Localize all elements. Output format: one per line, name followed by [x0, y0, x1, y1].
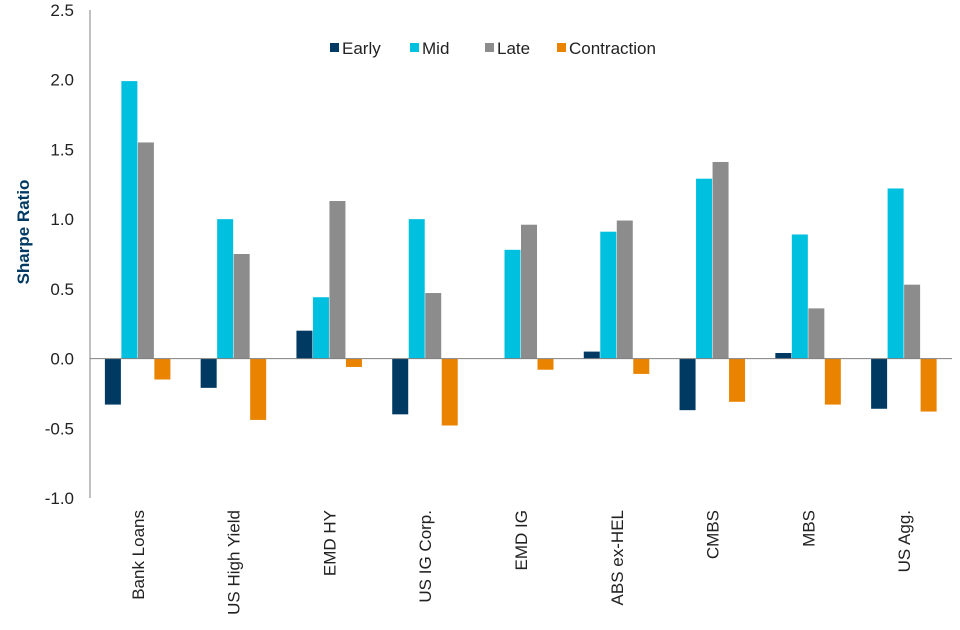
legend-label-contraction: Contraction — [569, 39, 656, 58]
bar-late-6 — [712, 161, 729, 359]
category-label: EMD HY — [320, 510, 339, 576]
category-label: ABS ex-HEL — [608, 510, 627, 605]
legend-label-early: Early — [342, 39, 381, 58]
legend: Early Mid Late Contraction — [330, 39, 656, 58]
bar-early-1 — [200, 358, 217, 388]
legend-label-late: Late — [497, 39, 530, 58]
legend-swatch-late — [485, 43, 494, 52]
y-tick-label: 2.5 — [50, 1, 74, 20]
bar-contraction-8 — [920, 358, 937, 412]
y-tick-label: 0.5 — [50, 280, 74, 299]
bar-early-6 — [679, 358, 696, 411]
bar-early-8 — [871, 358, 888, 409]
y-tick-label: -1.0 — [45, 489, 74, 508]
bar-mid-2 — [312, 297, 329, 359]
bar-mid-1 — [217, 219, 234, 359]
bar-early-3 — [392, 358, 409, 415]
x-axis-category-labels: Bank Loans US High Yield EMD HY US IG Corp.… — [129, 510, 914, 615]
legend-swatch-contraction — [557, 43, 566, 52]
bar-late-1 — [233, 254, 250, 359]
bar-series — [104, 81, 937, 426]
bar-mid-3 — [408, 219, 425, 359]
bar-contraction-3 — [441, 358, 458, 426]
category-label: US High Yield — [225, 510, 244, 615]
bar-late-5 — [616, 220, 633, 359]
y-tick-label: 0.0 — [50, 350, 74, 369]
bar-mid-6 — [696, 178, 713, 359]
bar-contraction-2 — [345, 358, 362, 367]
bar-early-7 — [775, 352, 792, 359]
bar-late-3 — [425, 293, 442, 359]
bar-contraction-1 — [250, 358, 267, 420]
bar-late-4 — [521, 224, 537, 359]
bar-late-0 — [137, 142, 154, 359]
category-label: Bank Loans — [129, 510, 148, 600]
category-label: EMD IG — [512, 510, 531, 570]
bar-early-0 — [104, 358, 121, 405]
bar-contraction-7 — [824, 358, 841, 405]
y-tick-label: 2.0 — [50, 71, 74, 90]
bar-mid-5 — [600, 231, 617, 359]
bar-contraction-0 — [154, 358, 171, 380]
category-label: MBS — [799, 510, 818, 547]
legend-swatch-early — [330, 43, 339, 52]
legend-swatch-mid — [410, 43, 419, 52]
category-label: CMBS — [704, 510, 723, 559]
bar-mid-0 — [121, 81, 138, 359]
bar-mid-4 — [504, 249, 521, 359]
category-label: US Agg. — [895, 510, 914, 572]
y-axis-title: Sharpe Ratio — [14, 180, 33, 285]
bar-late-7 — [808, 308, 825, 359]
y-tick-label: -0.5 — [45, 419, 74, 438]
bar-contraction-6 — [729, 358, 746, 402]
y-tick-label: 1.5 — [50, 140, 74, 159]
bar-early-5 — [583, 351, 600, 359]
bar-mid-8 — [887, 188, 904, 359]
bar-contraction-5 — [633, 358, 650, 374]
bar-late-8 — [904, 284, 921, 359]
y-tick-label: 1.0 — [50, 210, 74, 229]
y-axis-ticks: 2.5 2.0 1.5 1.0 0.5 0.0 -0.5 -1.0 — [45, 1, 74, 508]
category-label: US IG Corp. — [416, 510, 435, 603]
bar-late-2 — [329, 201, 346, 359]
bar-contraction-4 — [537, 358, 554, 370]
legend-label-mid: Mid — [422, 39, 449, 58]
bar-early-2 — [296, 330, 313, 359]
bar-mid-7 — [791, 234, 808, 359]
